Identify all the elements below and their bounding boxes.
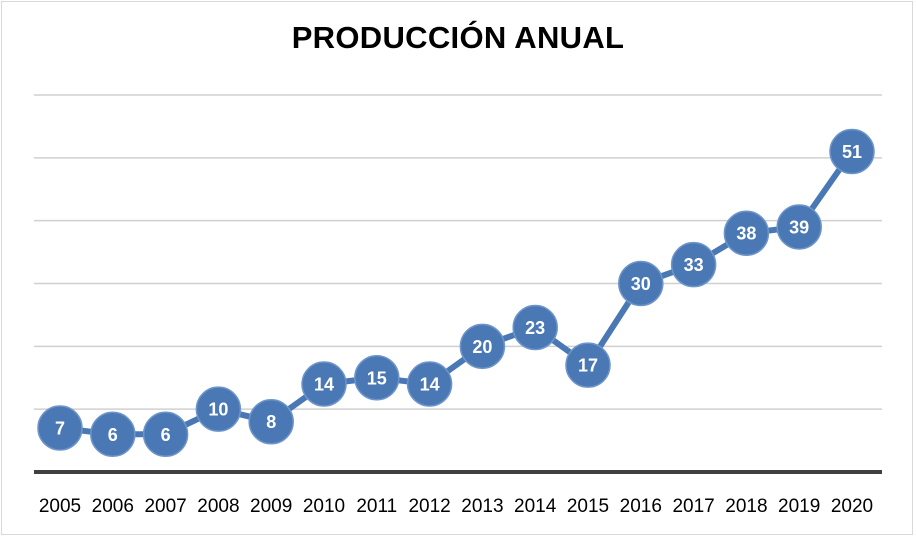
x-tick-label: 2009 xyxy=(250,496,292,517)
x-tick-label: 2017 xyxy=(672,496,714,517)
data-marker xyxy=(248,398,294,445)
x-tick-label: 2014 xyxy=(514,496,557,517)
x-tick-labels: 2005 2006 2007 2008 2009 2010 2011 2012 2013 2014… xyxy=(39,496,873,517)
data-point: 17 xyxy=(565,342,611,388)
data-point: 6 xyxy=(90,411,136,458)
data-point: 7 xyxy=(37,405,83,451)
x-tick-label: 2019 xyxy=(778,496,820,517)
data-marker xyxy=(829,128,875,175)
data-label: 38 xyxy=(736,224,756,244)
data-label: 6 xyxy=(108,425,118,445)
x-tick-label: 2005 xyxy=(39,496,81,517)
data-marker xyxy=(37,405,83,451)
data-label: 8 xyxy=(266,412,276,432)
data-point: 23 xyxy=(512,304,558,351)
data-point: 33 xyxy=(670,241,717,288)
data-marker xyxy=(512,304,558,351)
data-point: 10 xyxy=(195,386,242,432)
x-tick-label: 2016 xyxy=(620,496,662,517)
data-markers: 7 6 6 10 8 14 15 14 20 23 17 30 33 38 39 51 xyxy=(37,128,875,458)
data-marker xyxy=(90,411,136,458)
data-marker xyxy=(776,204,822,250)
data-marker xyxy=(195,386,242,432)
data-label: 15 xyxy=(367,368,387,388)
x-tick-label: 2013 xyxy=(461,496,503,517)
data-label: 39 xyxy=(789,217,809,237)
x-tick-label: 2020 xyxy=(831,496,873,517)
data-marker xyxy=(670,241,717,288)
data-marker xyxy=(459,323,506,370)
data-marker xyxy=(301,361,347,407)
data-point: 30 xyxy=(618,260,664,307)
data-marker xyxy=(565,342,611,388)
data-label: 17 xyxy=(578,356,598,376)
series-line xyxy=(59,149,855,438)
data-label: 14 xyxy=(420,375,440,395)
x-tick-label: 2015 xyxy=(567,496,609,517)
data-marker xyxy=(406,361,453,407)
x-tick-label: 2007 xyxy=(144,496,186,517)
data-point: 14 xyxy=(301,361,347,407)
x-tick-label: 2010 xyxy=(303,496,345,517)
data-point: 20 xyxy=(459,323,506,370)
data-point: 6 xyxy=(142,411,189,458)
data-point: 14 xyxy=(406,361,453,407)
data-point: 15 xyxy=(354,355,400,401)
data-label: 10 xyxy=(208,400,228,420)
data-marker xyxy=(618,260,664,307)
x-tick-label: 2018 xyxy=(725,496,767,517)
data-label: 23 xyxy=(525,318,545,338)
data-marker xyxy=(142,411,189,458)
x-tick-label: 2006 xyxy=(92,496,134,517)
x-tick-label: 2008 xyxy=(197,496,239,517)
x-tick-label: 2011 xyxy=(356,496,397,517)
data-label: 33 xyxy=(684,255,704,275)
x-tick-label: 2012 xyxy=(408,496,450,517)
data-label: 7 xyxy=(55,419,65,439)
data-label: 6 xyxy=(161,425,171,445)
data-marker xyxy=(723,210,770,256)
data-label: 30 xyxy=(631,274,651,294)
data-point: 38 xyxy=(723,210,770,256)
data-label: 20 xyxy=(472,337,492,357)
data-label: 51 xyxy=(842,142,862,162)
chart-title: PRODUCCIÓN ANUAL xyxy=(291,20,625,55)
data-point: 51 xyxy=(829,128,875,175)
data-point: 8 xyxy=(248,398,294,445)
data-point: 39 xyxy=(776,204,822,250)
data-marker xyxy=(354,355,400,401)
data-label: 14 xyxy=(314,375,334,395)
